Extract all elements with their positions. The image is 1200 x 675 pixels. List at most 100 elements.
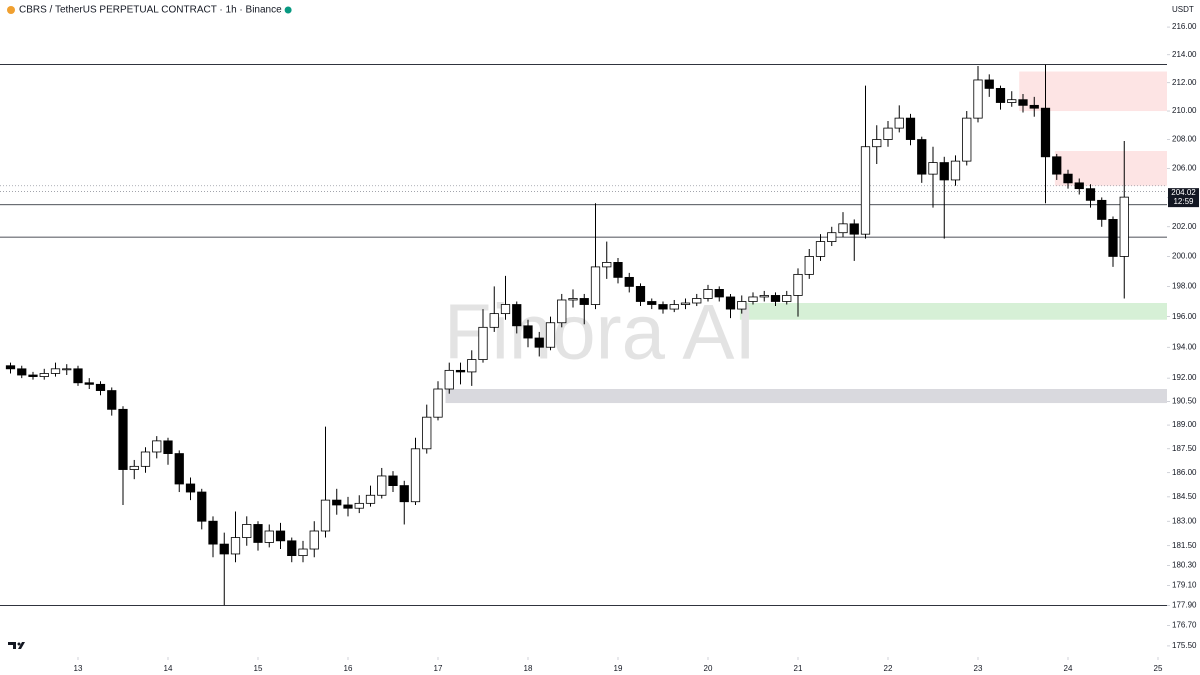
candle-body — [770, 295, 781, 302]
candle-body — [1018, 99, 1028, 106]
candle-body — [95, 383, 106, 391]
candle-body — [939, 162, 949, 181]
tv-logo — [8, 642, 25, 649]
candle-body — [253, 524, 263, 543]
countdown-label: 12:59 — [1173, 197, 1194, 206]
candle-body — [1085, 188, 1096, 201]
candle-body — [1052, 156, 1062, 175]
candle-body — [264, 530, 274, 543]
chart-title: CBRS / TetherUS PERPETUAL CONTRACT · 1h … — [19, 5, 282, 16]
candle-body — [928, 162, 938, 175]
candle-body — [973, 79, 983, 119]
candle-body — [984, 79, 994, 89]
y-tick-label: 202.00 — [1172, 222, 1197, 231]
candle-body — [354, 502, 364, 509]
candle-body — [5, 365, 16, 370]
x-tick-label: 24 — [1064, 664, 1073, 673]
candle-body — [624, 276, 634, 287]
x-tick-label: 16 — [344, 664, 353, 673]
candle-body — [422, 416, 432, 450]
candle-body — [815, 241, 826, 257]
symbol-icon — [7, 6, 15, 14]
candle-body — [658, 304, 668, 310]
y-tick-label: 208.00 — [1172, 135, 1197, 144]
candle-body — [737, 301, 747, 310]
candle-body — [208, 520, 218, 545]
candle-body — [872, 139, 882, 148]
x-tick-label: 25 — [1154, 664, 1163, 673]
candle-body — [950, 160, 961, 181]
y-tick-label: 206.00 — [1172, 163, 1197, 172]
x-tick-label: 18 — [524, 664, 533, 673]
candle-body — [444, 369, 454, 390]
candle-body — [242, 524, 252, 538]
x-tick-label: 21 — [794, 664, 803, 673]
candle-body — [219, 543, 229, 555]
y-tick-label: 180.30 — [1172, 561, 1197, 570]
candle-body — [838, 223, 848, 234]
candle-body — [1097, 199, 1107, 220]
candle-body — [647, 301, 657, 305]
candle-body — [1063, 173, 1073, 184]
candle-body — [365, 494, 376, 504]
levels — [0, 64, 1167, 606]
x-tick-label: 13 — [74, 664, 83, 673]
candle-body — [748, 296, 758, 302]
candle-body — [703, 289, 713, 299]
candle-body — [534, 337, 544, 348]
x-tick-label: 23 — [974, 664, 983, 673]
candle-body — [163, 440, 173, 454]
candle-body — [590, 266, 601, 305]
unit-label: USDT — [1172, 5, 1194, 14]
candle-body — [410, 448, 421, 503]
candle-body — [140, 451, 151, 467]
y-tick-label: 184.50 — [1172, 492, 1197, 501]
x-tick-label: 20 — [704, 664, 713, 673]
y-tick-label: 189.00 — [1172, 420, 1197, 429]
candle-body — [602, 262, 612, 268]
zone — [739, 303, 1167, 320]
y-tick-label: 190.50 — [1172, 397, 1197, 406]
x-tick-label: 19 — [614, 664, 623, 673]
candle-body — [309, 530, 319, 550]
axes: 216.00 214.00 212.00 210.00 208.00 206.00 204.… — [74, 22, 1199, 673]
candle-body — [883, 127, 893, 140]
y-tick-label: 176.70 — [1172, 621, 1197, 630]
candle-body — [320, 499, 331, 532]
candle-body — [692, 298, 702, 304]
y-tick-label: 186.00 — [1172, 468, 1197, 477]
y-tick-label: 200.00 — [1172, 252, 1197, 261]
candle-body — [1119, 196, 1129, 257]
y-tick-label: 198.00 — [1172, 282, 1197, 291]
candle-body — [669, 304, 679, 310]
candle-body — [39, 373, 49, 377]
candle-body — [399, 485, 409, 503]
x-tick-label: 14 — [164, 664, 173, 673]
candle-body — [714, 289, 724, 298]
candle-body — [28, 374, 38, 377]
y-tick-label: 210.00 — [1172, 106, 1197, 115]
candle-body — [1108, 219, 1118, 257]
candle-body — [759, 295, 769, 298]
y-tick-label: 187.50 — [1172, 444, 1197, 453]
candle-body — [827, 232, 837, 242]
y-tick-label: 196.00 — [1172, 312, 1197, 321]
candle-body — [849, 223, 859, 235]
y-tick-label: 216.00 — [1172, 22, 1197, 31]
y-tick-label: 181.50 — [1172, 541, 1197, 550]
y-tick-label: 175.50 — [1172, 641, 1197, 650]
candle-body — [455, 369, 466, 373]
candle-body — [287, 540, 297, 557]
candle-body — [1007, 99, 1017, 103]
candle-body — [17, 368, 27, 376]
candle-body — [512, 304, 522, 327]
y-tick-label: 179.10 — [1172, 581, 1197, 590]
candle-body — [298, 548, 308, 557]
zones — [445, 71, 1167, 404]
zone — [1019, 71, 1167, 112]
live-dot — [284, 6, 292, 14]
zone — [445, 389, 1167, 404]
candle-body — [557, 299, 567, 324]
candle-body — [377, 475, 387, 496]
candle-body — [118, 408, 128, 470]
